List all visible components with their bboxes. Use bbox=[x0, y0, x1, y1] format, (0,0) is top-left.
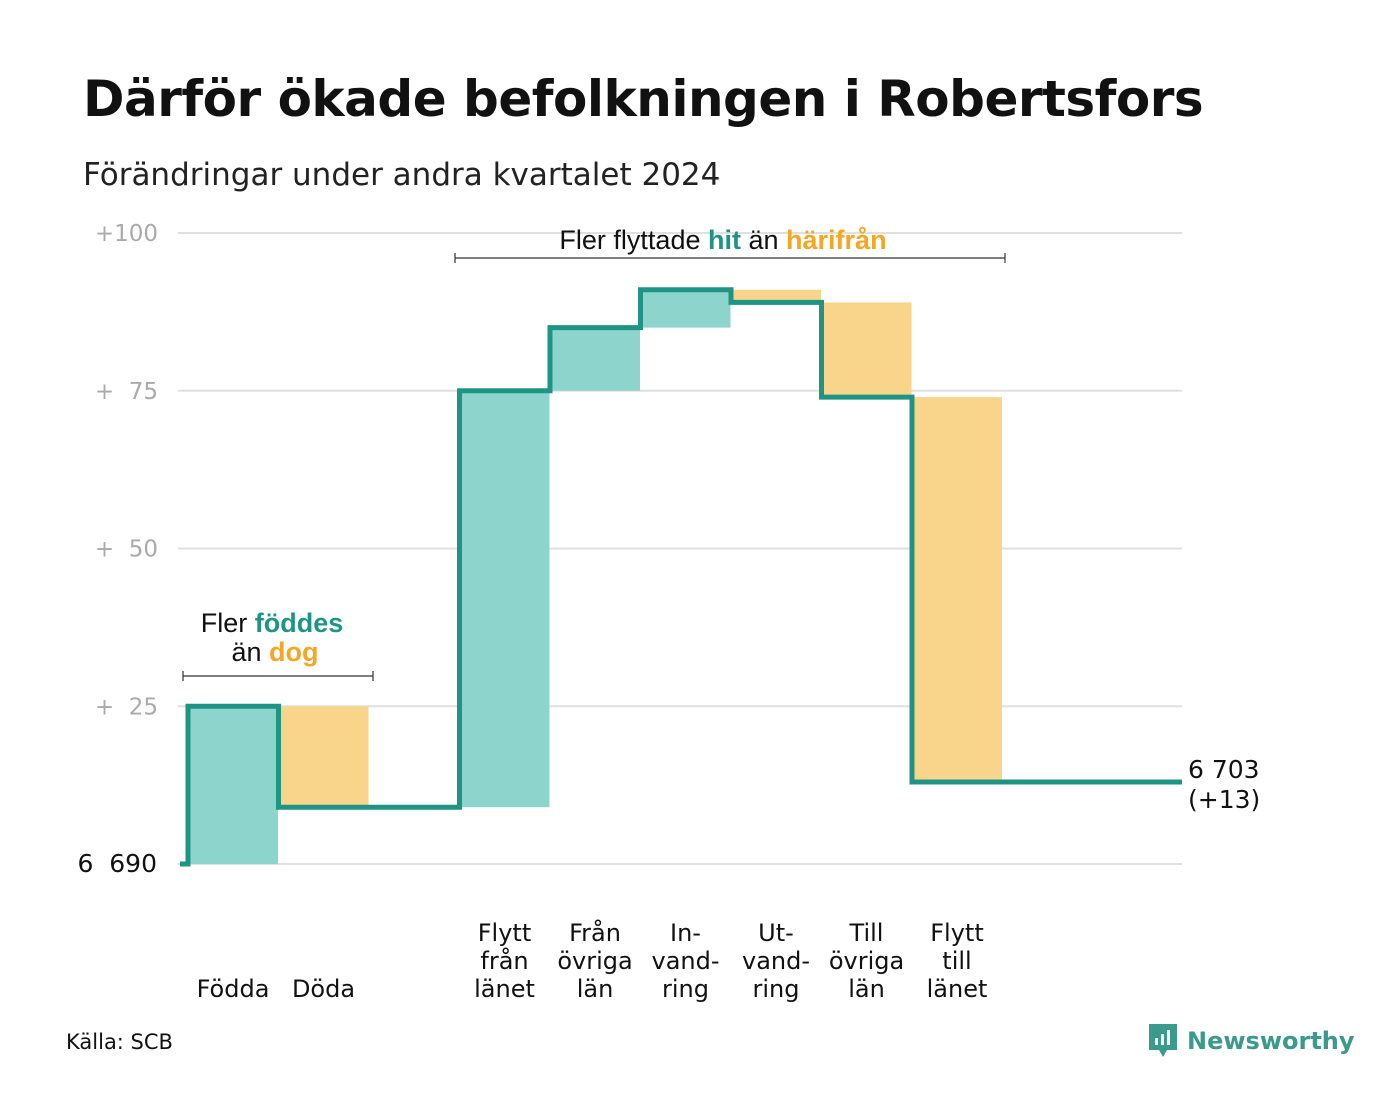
base-value-label: 6 690 bbox=[77, 849, 157, 878]
category-label: övriga bbox=[557, 947, 632, 975]
move-annotation-hit: hit bbox=[708, 225, 741, 255]
category-label: vand- bbox=[742, 947, 810, 975]
category-label: Döda bbox=[292, 975, 355, 1003]
chart-title: Därför ökade befolkningen i Robertsfors bbox=[83, 70, 1204, 128]
chart-subtitle: Förändringar under andra kvartalet 2024 bbox=[83, 157, 721, 193]
category-label: Från bbox=[569, 918, 621, 947]
category-label: till bbox=[942, 947, 971, 975]
category-label: Födda bbox=[197, 975, 270, 1003]
cumulative-step-line bbox=[180, 287, 1182, 867]
category-label: län bbox=[577, 975, 614, 1003]
step-line-layer bbox=[180, 287, 1182, 867]
category-label: länet bbox=[927, 975, 988, 1003]
category-label: län bbox=[848, 975, 885, 1003]
bar-flytt-från-länet bbox=[459, 390, 550, 808]
y-tick-label: + 50 bbox=[95, 537, 158, 563]
move-annotation-away: härifrån bbox=[786, 225, 887, 255]
y-tick-label: +100 bbox=[95, 221, 158, 247]
category-label: Ut- bbox=[758, 919, 794, 947]
label-layer: Födda DödaFlyttfrånlänetFrånövrigalänIn-v… bbox=[197, 918, 988, 1003]
birth-annotation-prefix-2: än bbox=[231, 637, 269, 667]
svg-text:än dog: än dog bbox=[231, 637, 318, 667]
category-label: Till bbox=[849, 919, 884, 947]
bar-layer bbox=[188, 289, 1002, 864]
newsworthy-logo: Newsworthy bbox=[1147, 1022, 1355, 1060]
svg-text:Fler föddes: Fler föddes bbox=[201, 608, 344, 638]
newsworthy-logo-text: Newsworthy bbox=[1187, 1027, 1355, 1055]
bar-födda bbox=[188, 706, 278, 864]
birth-annotation-highlight: föddes bbox=[255, 608, 344, 638]
y-tick-label: + 75 bbox=[95, 379, 158, 405]
birth-annotation-highlight-2: dog bbox=[269, 637, 318, 667]
birth-annotation-prefix: Fler bbox=[201, 608, 255, 638]
bar-från-övriga-län bbox=[550, 327, 640, 391]
end-change-label: (+13) bbox=[1188, 785, 1260, 814]
category-label: Flytt bbox=[478, 919, 532, 947]
birth-annotation: Fler föddes än dog bbox=[182, 608, 374, 681]
bar-in--vand--ring bbox=[640, 289, 731, 328]
y-tick-label: + 25 bbox=[95, 694, 158, 720]
move-annotation-prefix: Fler flyttade bbox=[559, 225, 708, 255]
move-annotation: Fler flyttade hit än härifrån bbox=[454, 225, 1006, 263]
category-label: övriga bbox=[829, 947, 904, 975]
source-label: Källa: SCB bbox=[66, 1030, 173, 1054]
bar-ut--vand--ring bbox=[731, 289, 821, 303]
category-label: från bbox=[480, 946, 528, 975]
svg-text:Fler flyttade hit än härifrån: Fler flyttade hit än härifrån bbox=[559, 225, 886, 255]
bar-flytt-till-länet bbox=[912, 397, 1002, 782]
category-label: ring bbox=[753, 975, 800, 1003]
category-label: länet bbox=[474, 975, 535, 1003]
bar-till-övriga-län bbox=[821, 302, 912, 398]
move-annotation-middle: än bbox=[741, 225, 786, 255]
category-label: vand- bbox=[651, 947, 719, 975]
category-label: In- bbox=[670, 919, 701, 947]
category-label: ring bbox=[662, 975, 709, 1003]
bar-döda bbox=[278, 706, 369, 808]
end-total-label: 6 703 bbox=[1188, 755, 1260, 784]
end-label: 6 703 (+13) bbox=[1188, 755, 1260, 814]
newsworthy-logo-icon bbox=[1149, 1024, 1177, 1057]
category-label: Flytt bbox=[930, 919, 984, 947]
